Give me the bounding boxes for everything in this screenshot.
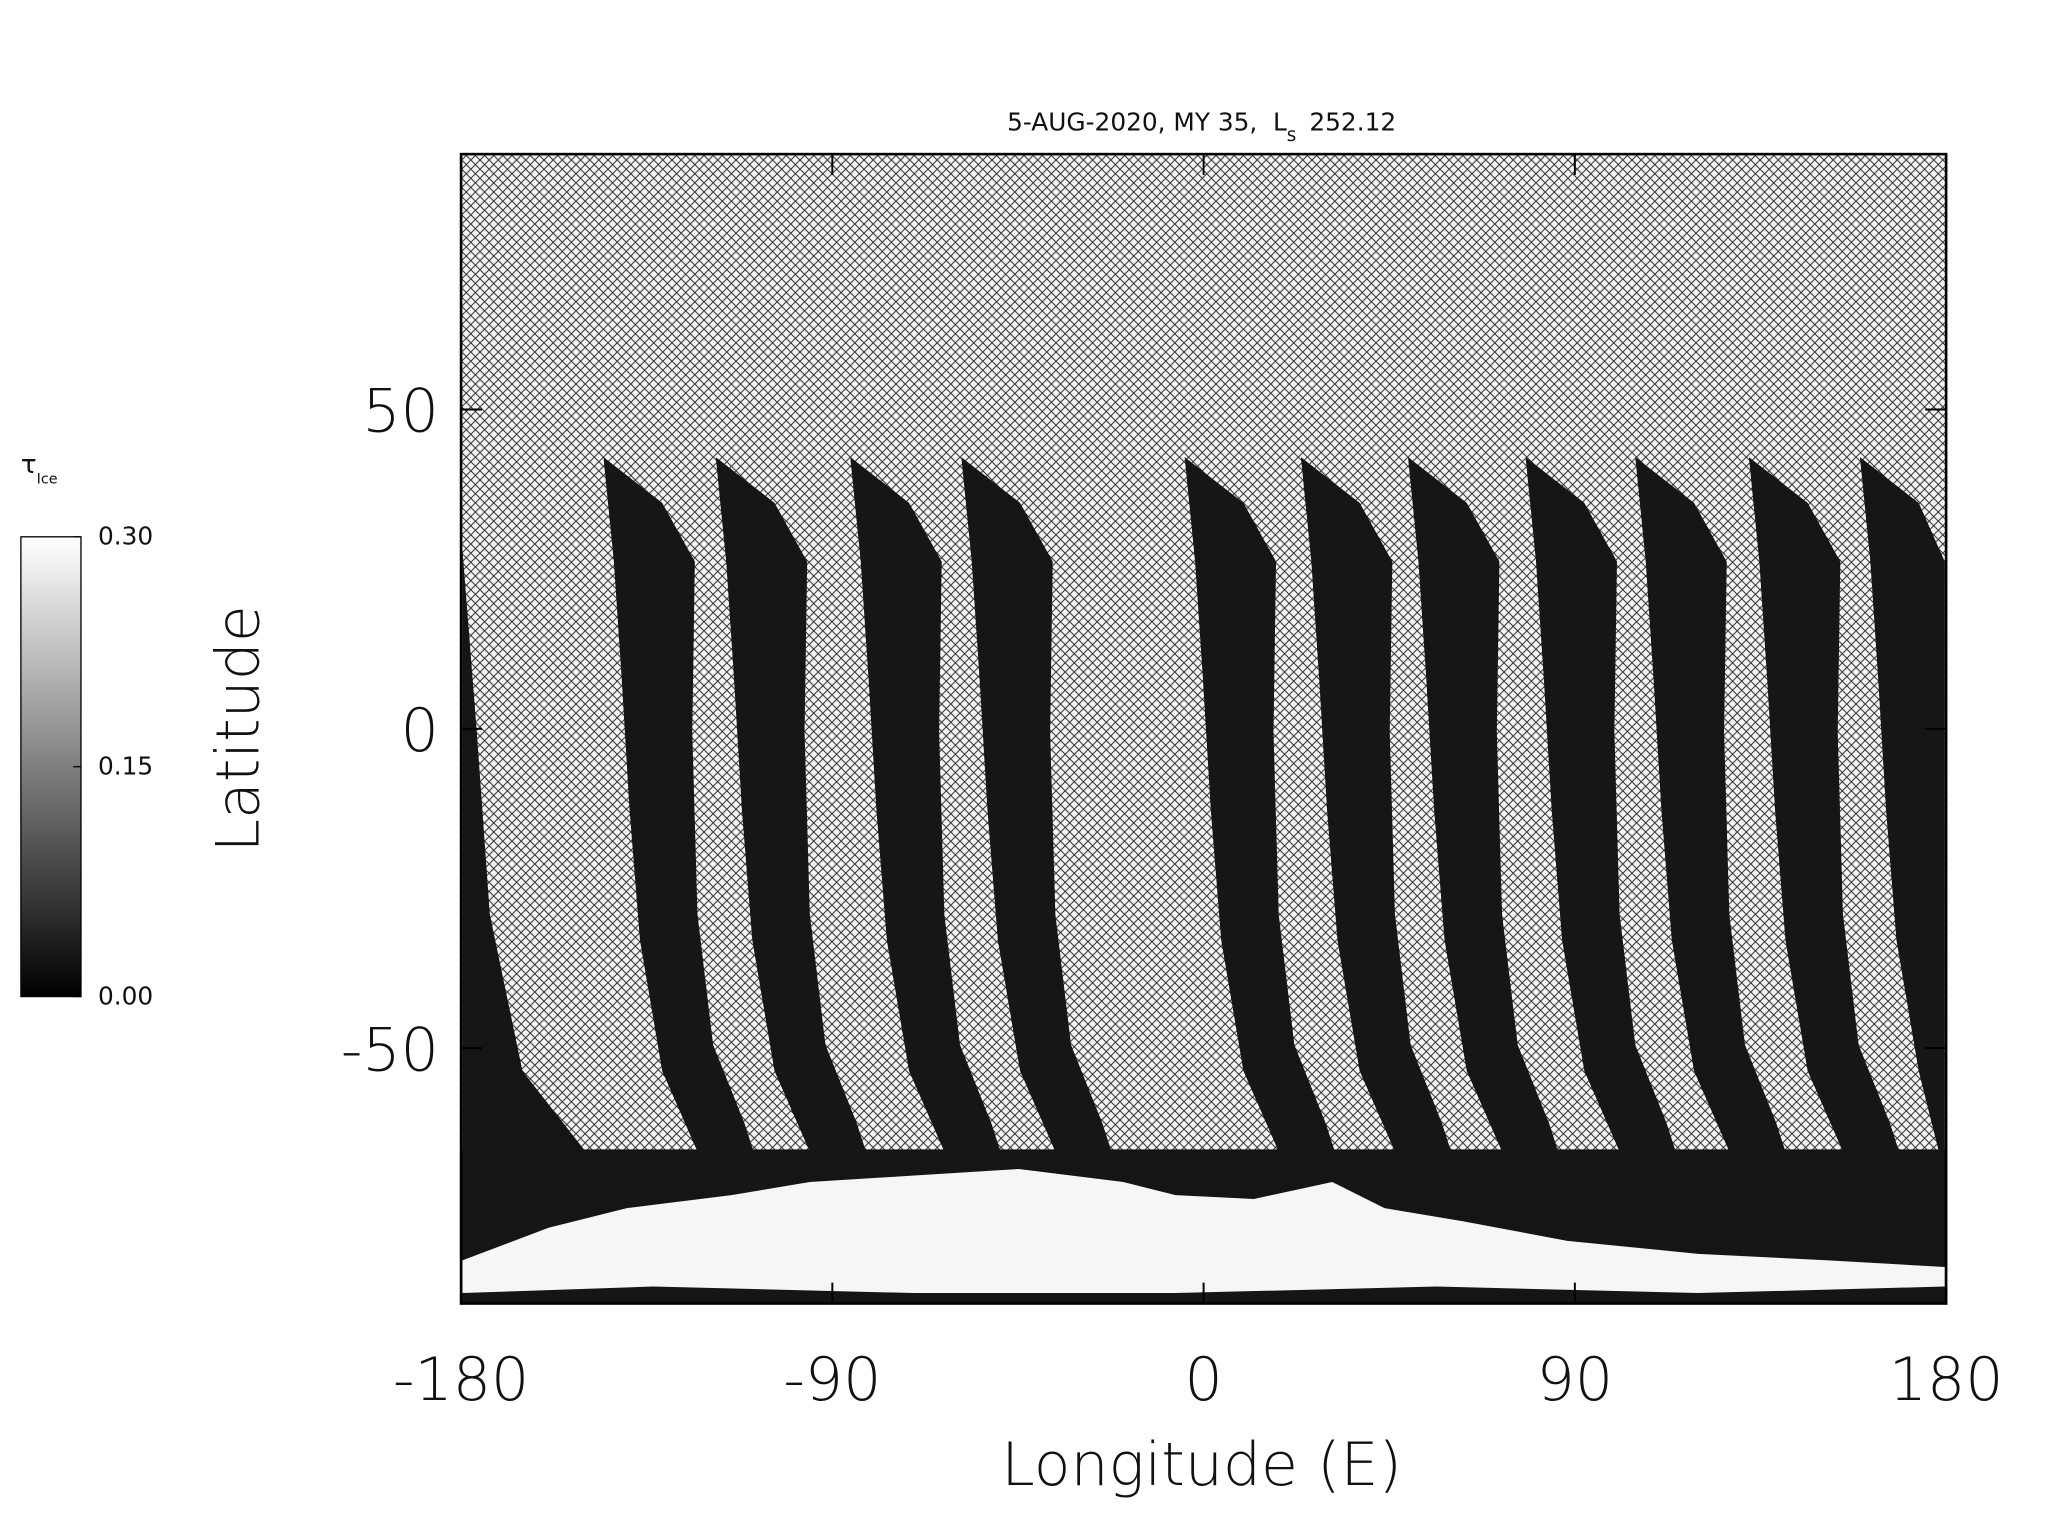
swath — [1300, 457, 1469, 1205]
y-tick-label: 0 — [401, 696, 439, 766]
swath — [1748, 457, 1917, 1205]
x-tick-label: 180 — [1889, 1345, 2004, 1415]
x-tick-label: -180 — [393, 1345, 529, 1415]
swath — [1635, 457, 1803, 1205]
title-text: 5-AUG-2020, MY 35, — [1007, 108, 1257, 137]
x-axis-label: Longitude (E) — [1001, 1430, 1402, 1500]
colorbar-tick-label: 0.00 — [98, 981, 153, 1010]
colorbar-tick-label: 0.30 — [98, 522, 153, 551]
swath — [462, 548, 627, 1205]
colorbar-tick-label: 0.15 — [98, 752, 153, 781]
x-tick-label: 0 — [1184, 1345, 1222, 1415]
swath — [715, 457, 883, 1205]
chart-title: 5-AUG-2020, MY 35, Ls 252.12 — [1007, 108, 1396, 146]
swath — [603, 457, 771, 1205]
swath — [1525, 457, 1693, 1205]
x-tick-label: -90 — [783, 1345, 881, 1415]
title-subscript: s — [1287, 125, 1297, 146]
colorbar-label: τIce — [21, 450, 58, 487]
swath — [1859, 457, 1945, 1205]
polar-ice — [462, 1168, 1945, 1294]
y-tick-label: -50 — [341, 1015, 439, 1085]
y-axis-label: Latitude — [204, 605, 274, 852]
title-value: 252.12 — [1309, 108, 1396, 137]
colorbar-symbol: τ — [21, 450, 37, 480]
swaths — [461, 457, 1947, 1304]
colorbar — [20, 536, 82, 998]
swath — [850, 457, 1018, 1205]
y-tick-label: 50 — [362, 377, 438, 447]
swath — [961, 457, 1129, 1205]
title-symbol: L — [1273, 108, 1287, 137]
swath — [1408, 457, 1576, 1205]
colorbar-subscript: Ice — [37, 471, 58, 487]
swath — [1184, 457, 1352, 1205]
x-tick-label: 90 — [1537, 1345, 1613, 1415]
